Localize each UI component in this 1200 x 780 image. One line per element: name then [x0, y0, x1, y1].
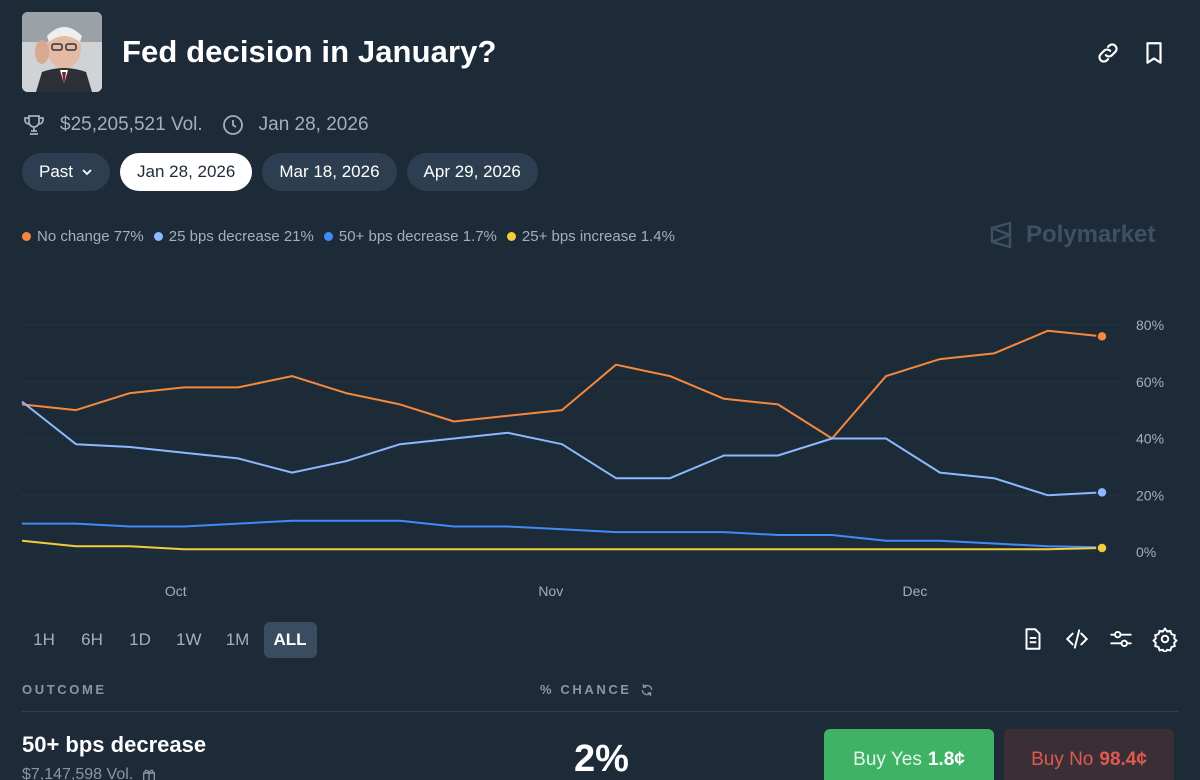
market-end-date: Jan 28, 2026 — [258, 114, 369, 135]
y-tick-label: 0% — [1136, 544, 1156, 560]
outcome-volume: $7,147,598 Vol. — [22, 766, 157, 780]
series-line-50-bps-decrease — [22, 519, 1103, 549]
chance-header-label: % CHANCE — [540, 682, 632, 697]
series-line-no-change — [21, 329, 1103, 440]
x-tick-label: Oct — [165, 583, 187, 599]
date-tabs: Past Jan 28, 2026 Mar 18, 2026 Apr 29, 2… — [22, 153, 538, 191]
range-1h[interactable]: 1H — [33, 630, 55, 649]
brand-name: Polymarket — [1026, 221, 1156, 248]
tab-mar-18-2026[interactable]: Mar 18, 2026 — [262, 153, 397, 191]
outcome-header: OUTCOME — [22, 682, 107, 697]
legend-label: No change 77% — [37, 228, 144, 245]
market-header: Fed decision in January? — [22, 12, 1178, 94]
past-dropdown[interactable]: Past — [22, 153, 111, 191]
outcome-chance: 2% — [574, 738, 629, 780]
polymarket-logo-icon — [990, 221, 1012, 249]
chart-tools — [1020, 626, 1178, 652]
series-endpoint-25-bps-decrease — [1096, 486, 1108, 499]
buy-no-label: Buy No — [1031, 749, 1094, 770]
refresh-icon[interactable] — [640, 683, 654, 697]
document-icon[interactable] — [1020, 626, 1046, 652]
bookmark-icon[interactable] — [1141, 40, 1167, 66]
probability-chart[interactable]: 0% 20% 40% 60% 80% Oct Nov Dec — [0, 290, 1200, 610]
range-1d[interactable]: 1D — [129, 630, 151, 649]
legend-label: 50+ bps decrease 1.7% — [338, 228, 497, 245]
past-label: Past — [39, 162, 74, 181]
legend-dot — [22, 232, 31, 241]
buy-no-button[interactable]: Buy No 98.4¢ — [1004, 729, 1174, 780]
series-line-25-bps-increase — [21, 539, 1103, 551]
legend-dot — [323, 232, 333, 241]
tab-jan-28-2026[interactable]: Jan 28, 2026 — [120, 153, 253, 191]
legend-dot — [153, 232, 163, 241]
outcome-name: 50+ bps decrease — [22, 732, 207, 757]
trophy-icon — [24, 115, 44, 135]
outcomes-table-header: OUTCOME % CHANCE — [22, 682, 1178, 712]
sliders-icon[interactable] — [1108, 626, 1134, 652]
legend-dot — [506, 232, 516, 241]
gift-icon — [143, 769, 156, 780]
embed-code-icon[interactable] — [1064, 626, 1090, 652]
polymarket-watermark: Polymarket — [986, 220, 1155, 250]
chart-legend: No change 77% 25 bps decrease 21% 50+ bp… — [22, 228, 685, 245]
legend-item-no-change: No change 77% — [22, 228, 144, 245]
chevron-down-icon — [82, 169, 92, 176]
chart-series — [21, 329, 1103, 551]
chart-y-ticks: 0% 20% 40% 60% 80% — [1136, 317, 1164, 560]
clock-icon — [222, 115, 243, 135]
market-volume: $25,205,521 Vol. — [60, 114, 203, 135]
outcome-row[interactable]: 50+ bps decrease $7,147,598 Vol. 2% Buy … — [22, 720, 1200, 780]
person-photo-icon — [22, 12, 102, 92]
y-tick-label: 80% — [1136, 317, 1164, 333]
settings-gear-icon[interactable] — [1152, 626, 1178, 652]
outcome-volume-value: $7,147,598 Vol. — [22, 766, 134, 780]
y-tick-label: 20% — [1136, 487, 1164, 503]
time-range-selector: 1H 6H 1D 1W 1M ALL — [22, 622, 317, 658]
y-tick-label: 40% — [1136, 431, 1164, 447]
range-1w[interactable]: 1W — [176, 630, 202, 649]
market-title: Fed decision in January? — [122, 34, 497, 69]
legend-item-25-bps-decrease: 25 bps decrease 21% — [153, 228, 314, 245]
legend-label: 25 bps decrease 21% — [168, 228, 314, 245]
link-icon[interactable] — [1095, 40, 1121, 66]
chart-endpoints — [1096, 330, 1108, 554]
range-1m[interactable]: 1M — [225, 630, 250, 649]
tab-apr-29-2026[interactable]: Apr 29, 2026 — [406, 153, 538, 191]
chance-header[interactable]: % CHANCE — [540, 682, 654, 697]
buy-yes-label: Buy Yes — [853, 749, 922, 770]
series-endpoint-no-change — [1096, 330, 1108, 343]
series-endpoint-25-bps-increase — [1096, 542, 1108, 554]
buy-no-price: 98.4¢ — [1099, 749, 1147, 770]
series-line-25-bps-decrease — [21, 400, 1103, 497]
chart-x-ticks: Oct Nov Dec — [165, 583, 927, 599]
market-avatar — [22, 12, 102, 92]
legend-label: 25+ bps increase 1.4% — [521, 228, 675, 245]
legend-item-25-bps-increase: 25+ bps increase 1.4% — [506, 228, 675, 245]
range-6h[interactable]: 6H — [81, 630, 103, 649]
legend-item-50-bps-decrease: 50+ bps decrease 1.7% — [323, 228, 497, 245]
range-all[interactable]: ALL — [263, 622, 317, 658]
market-meta: $25,205,521 Vol. Jan 28, 2026 — [22, 112, 387, 138]
x-tick-label: Dec — [902, 583, 927, 599]
x-tick-label: Nov — [538, 583, 563, 599]
buy-yes-price: 1.8¢ — [927, 749, 965, 770]
y-tick-label: 60% — [1136, 374, 1164, 390]
chart-grid — [22, 324, 1120, 553]
buy-yes-button[interactable]: Buy Yes 1.8¢ — [824, 729, 994, 780]
